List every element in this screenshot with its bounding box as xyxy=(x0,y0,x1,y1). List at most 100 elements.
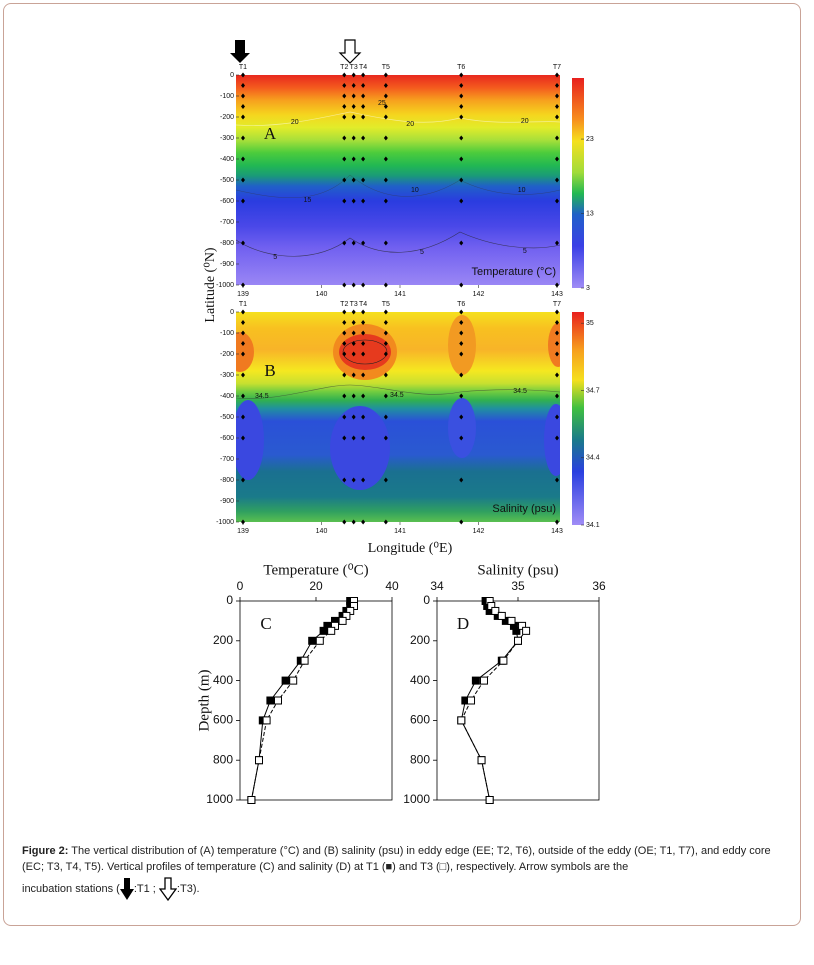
profile-marker xyxy=(315,636,324,645)
profile-marker xyxy=(497,611,506,620)
y-tick-label: 400 xyxy=(410,673,430,687)
sample-point xyxy=(383,320,388,325)
sample-point xyxy=(342,320,347,325)
sample-point xyxy=(459,341,464,346)
sample-point xyxy=(342,240,347,246)
station-label: T3 xyxy=(350,64,358,71)
sample-point xyxy=(459,519,464,525)
sample-point xyxy=(342,135,347,141)
y-tick-label: 1000 xyxy=(206,792,233,806)
sample-point xyxy=(555,177,559,183)
sample-point xyxy=(361,341,366,346)
sample-point xyxy=(383,309,388,315)
colorbar xyxy=(572,312,584,525)
sample-point xyxy=(459,282,464,288)
colorbar-tick-label: 34.7 xyxy=(586,387,600,394)
station-label: T5 xyxy=(382,64,390,71)
sample-point xyxy=(361,435,366,441)
contour-label: 34.5 xyxy=(513,388,527,395)
caption-text: incubation stations ( xyxy=(22,883,120,895)
y-tick-label: -200 xyxy=(220,114,234,121)
y-tick-label: 600 xyxy=(410,713,430,727)
sample-point xyxy=(459,104,464,109)
profile-marker xyxy=(266,696,275,705)
sample-point xyxy=(383,372,388,378)
sample-point xyxy=(342,177,347,183)
sample-point xyxy=(342,114,347,120)
station-label: T1 xyxy=(239,64,247,71)
y-tick-label: -400 xyxy=(220,156,234,163)
sample-point xyxy=(459,351,464,357)
sample-point xyxy=(351,135,356,141)
sample-point xyxy=(555,351,559,357)
sample-point xyxy=(555,372,559,378)
sample-point xyxy=(342,83,347,88)
caption-text: :T3). xyxy=(176,883,200,895)
panel-letter: D xyxy=(457,614,469,633)
x-tick-label: 142 xyxy=(473,528,485,535)
sample-point xyxy=(383,341,388,346)
sample-point xyxy=(351,519,356,525)
profile-marker xyxy=(518,621,527,630)
sample-point xyxy=(351,372,356,378)
sample-point xyxy=(383,393,388,399)
sample-point xyxy=(342,72,347,78)
y-tick-label: 200 xyxy=(213,633,233,647)
sample-point xyxy=(351,177,356,183)
sample-point xyxy=(241,177,245,183)
y-tick-label: -400 xyxy=(220,393,234,400)
sample-point xyxy=(342,198,347,204)
x-tick-label: 34 xyxy=(430,579,444,593)
profile-marker xyxy=(471,676,480,685)
sample-point xyxy=(555,519,559,525)
sample-point xyxy=(351,435,356,441)
sample-point xyxy=(555,104,559,109)
sample-point xyxy=(383,104,388,109)
sample-point xyxy=(459,330,464,336)
sample-point xyxy=(351,309,356,315)
y-tick-label: -500 xyxy=(220,177,234,184)
sample-point xyxy=(241,477,245,483)
sample-point xyxy=(459,414,464,420)
station-label: T6 xyxy=(457,301,465,308)
station-label: T4 xyxy=(359,64,367,71)
sample-point xyxy=(342,341,347,346)
sample-point xyxy=(351,414,356,420)
sample-point xyxy=(361,177,366,183)
arrow-filled xyxy=(230,40,250,63)
contour-label: 10 xyxy=(518,187,526,194)
sample-point xyxy=(241,282,245,288)
sample-point xyxy=(342,372,347,378)
sample-point xyxy=(351,330,356,336)
sample-point xyxy=(459,156,464,162)
arrow-open xyxy=(338,39,362,64)
sample-point xyxy=(342,414,347,420)
sample-point xyxy=(383,435,388,441)
colorbar xyxy=(572,78,584,288)
profile-marker xyxy=(319,626,328,635)
profile-marker xyxy=(338,616,347,625)
sample-point xyxy=(555,156,559,162)
axis-label: Latitude (⁰N) xyxy=(203,247,218,323)
sample-point xyxy=(555,135,559,141)
sample-point xyxy=(351,341,356,346)
y-tick-label: -200 xyxy=(220,351,234,358)
sample-point xyxy=(361,477,366,483)
sample-point xyxy=(459,320,464,325)
sample-point xyxy=(361,240,366,246)
contour-label: 20 xyxy=(406,121,414,128)
x-tick-label: 20 xyxy=(309,579,323,593)
y-tick-label: -300 xyxy=(220,135,234,142)
contour-label: 15 xyxy=(303,197,311,204)
sample-point xyxy=(351,72,356,78)
x-tick-label: 141 xyxy=(394,528,406,535)
y-tick-label: -700 xyxy=(220,219,234,226)
x-tick-label: 142 xyxy=(473,291,485,298)
sample-point xyxy=(459,72,464,78)
arrow-icon xyxy=(119,878,134,901)
station-label: T7 xyxy=(553,64,561,71)
x-tick-label: 139 xyxy=(237,291,249,298)
sample-point xyxy=(342,393,347,399)
profile-marker xyxy=(514,636,522,645)
sample-point xyxy=(459,177,464,183)
